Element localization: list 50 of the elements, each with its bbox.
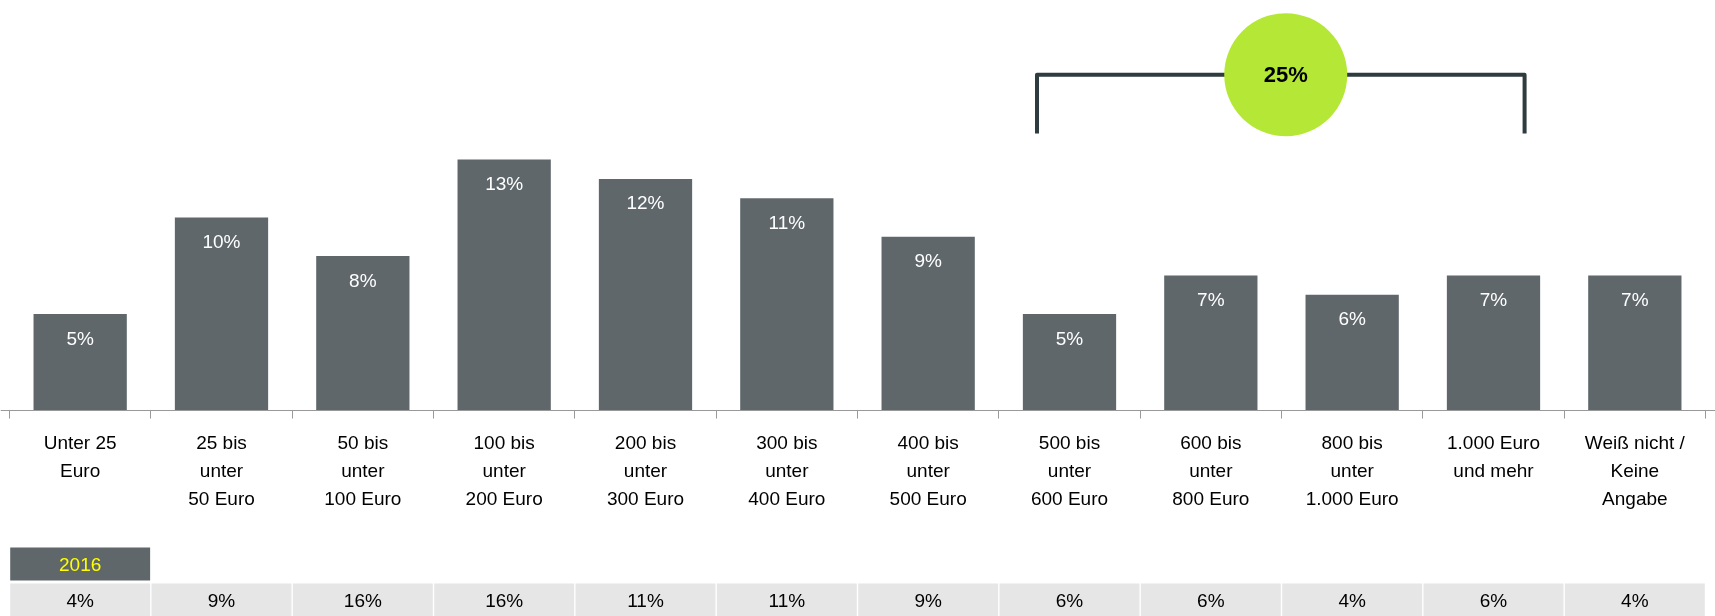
data-label: 6% <box>1338 308 1366 330</box>
bar <box>598 178 693 411</box>
text: 16% <box>343 589 382 611</box>
x-tick-label: 600 bis unter 800 Euro <box>1172 431 1250 510</box>
x-tick-label: Weiß nicht / Keine Angabe <box>1584 431 1686 510</box>
bar <box>174 217 269 411</box>
text: 4% <box>1621 589 1649 611</box>
data-label: 13% <box>485 173 524 195</box>
x-tick-label: 200 bis unter 300 Euro <box>606 431 685 510</box>
text: 4% <box>1338 589 1366 611</box>
text: 11% <box>768 589 806 611</box>
x-tick-label: 800 bis unter 1.000 Euro <box>1305 431 1399 510</box>
data-label: 10% <box>202 231 241 253</box>
data-label: 5% <box>1055 327 1084 349</box>
data-label: 7% <box>1479 288 1508 310</box>
x-tick-label: 400 bis unter 500 Euro <box>889 431 967 510</box>
x-tick-label: 500 bis unter 600 Euro <box>1030 431 1109 510</box>
bar <box>457 159 551 411</box>
text: 25% <box>1263 62 1308 88</box>
x-tick-label: 300 bis unter 400 Euro <box>748 431 826 510</box>
data-label: 8% <box>349 269 377 291</box>
bar <box>1164 275 1258 411</box>
data-label: 12% <box>626 192 665 214</box>
x-tick-label: 25 bis unter 50 Euro <box>188 431 255 510</box>
text: 9% <box>207 589 236 611</box>
text: 2016 <box>59 553 102 575</box>
bar <box>1022 314 1117 411</box>
data-label: 9% <box>914 250 942 272</box>
bar <box>1588 275 1682 411</box>
x-tick-label: 100 bis unter 200 Euro <box>465 431 543 510</box>
bar <box>1305 294 1399 411</box>
x-tick-label: 50 bis unter 100 Euro <box>324 431 402 510</box>
text: 6% <box>1479 589 1508 611</box>
bar <box>1446 275 1541 411</box>
bar <box>881 236 975 411</box>
text: 6% <box>1197 589 1225 611</box>
text: 4% <box>66 589 94 611</box>
text: 6% <box>1055 589 1084 611</box>
data-label: 7% <box>1197 288 1225 310</box>
bar <box>316 256 410 411</box>
data-label: 11% <box>768 211 806 233</box>
data-label: 7% <box>1621 288 1649 310</box>
data-label: 5% <box>66 327 94 349</box>
bar <box>740 198 834 411</box>
text: 16% <box>485 589 524 611</box>
text: 9% <box>914 589 942 611</box>
x-tick-label: Unter 25 Euro <box>43 431 117 482</box>
text: 11% <box>627 589 664 611</box>
x-tick-label: 1.000 Euro und mehr <box>1447 431 1540 482</box>
bar <box>33 314 127 411</box>
